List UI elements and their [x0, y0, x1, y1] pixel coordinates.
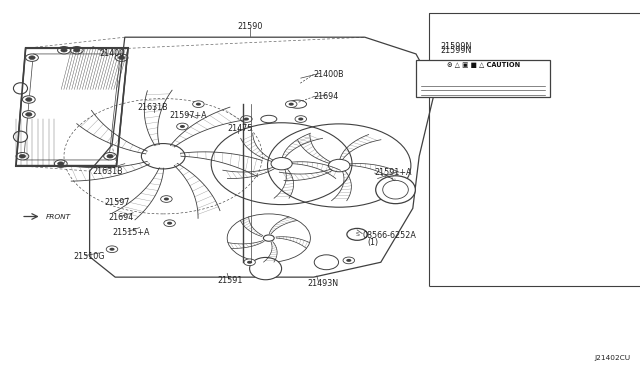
Ellipse shape — [13, 131, 28, 142]
Circle shape — [177, 123, 188, 130]
Circle shape — [328, 159, 350, 172]
Circle shape — [106, 246, 118, 253]
Circle shape — [26, 112, 32, 116]
Text: 21599N: 21599N — [440, 46, 472, 55]
Text: 21400: 21400 — [99, 49, 124, 58]
Text: 21599N: 21599N — [440, 42, 472, 51]
Circle shape — [22, 96, 35, 103]
Circle shape — [104, 153, 116, 160]
Text: 21694: 21694 — [109, 213, 134, 222]
Text: 21591: 21591 — [218, 276, 243, 285]
Text: ⊙ △ ▣ ■ △ CAUTION: ⊙ △ ▣ ■ △ CAUTION — [447, 62, 520, 68]
Circle shape — [164, 220, 175, 227]
Circle shape — [61, 48, 67, 52]
Circle shape — [164, 198, 169, 201]
Ellipse shape — [383, 180, 408, 199]
Circle shape — [346, 259, 351, 262]
Text: 21493N: 21493N — [307, 279, 339, 288]
Circle shape — [295, 116, 307, 122]
Circle shape — [58, 46, 70, 54]
Text: 08566-6252A: 08566-6252A — [362, 231, 416, 240]
Text: (1): (1) — [367, 238, 378, 247]
Ellipse shape — [250, 257, 282, 280]
Circle shape — [241, 116, 252, 122]
Text: 21694: 21694 — [314, 92, 339, 101]
Circle shape — [115, 54, 128, 61]
Ellipse shape — [13, 83, 28, 94]
Text: J21402CU: J21402CU — [595, 355, 630, 361]
Text: 21590: 21590 — [237, 22, 262, 31]
Ellipse shape — [289, 100, 307, 108]
Text: 21631B: 21631B — [138, 103, 168, 112]
Circle shape — [264, 235, 274, 241]
Circle shape — [332, 161, 347, 170]
Circle shape — [70, 46, 83, 54]
Text: 21597+A: 21597+A — [170, 111, 207, 120]
Circle shape — [29, 56, 35, 60]
Text: 21591+A: 21591+A — [374, 169, 412, 177]
Ellipse shape — [376, 176, 415, 203]
Circle shape — [26, 97, 32, 101]
Text: S: S — [355, 232, 359, 237]
Circle shape — [285, 101, 297, 108]
Circle shape — [58, 162, 64, 166]
Text: FRONT: FRONT — [46, 214, 71, 219]
Circle shape — [167, 222, 172, 225]
Circle shape — [107, 154, 113, 158]
Circle shape — [118, 56, 125, 60]
Circle shape — [247, 261, 252, 264]
Circle shape — [196, 103, 201, 106]
Ellipse shape — [261, 115, 277, 123]
Bar — [416, 60, 550, 97]
Text: 21597: 21597 — [104, 198, 130, 207]
Circle shape — [54, 160, 67, 167]
Circle shape — [298, 118, 303, 121]
Circle shape — [244, 259, 255, 266]
Circle shape — [16, 153, 29, 160]
Circle shape — [347, 228, 367, 240]
Text: 21515+A: 21515+A — [112, 228, 150, 237]
Circle shape — [161, 196, 172, 202]
Text: 21510G: 21510G — [74, 252, 105, 261]
Circle shape — [74, 48, 80, 52]
Circle shape — [180, 125, 185, 128]
Ellipse shape — [314, 255, 339, 270]
Circle shape — [193, 101, 204, 108]
Circle shape — [26, 54, 38, 61]
Circle shape — [19, 154, 26, 158]
Circle shape — [244, 118, 249, 121]
Circle shape — [289, 103, 294, 106]
Circle shape — [274, 159, 289, 168]
Text: 21400B: 21400B — [314, 70, 344, 79]
Text: 21475: 21475 — [227, 124, 253, 133]
Circle shape — [271, 157, 292, 170]
Circle shape — [109, 248, 115, 251]
Circle shape — [141, 144, 185, 169]
Circle shape — [343, 257, 355, 264]
Circle shape — [22, 110, 35, 118]
Text: 21631B: 21631B — [93, 167, 124, 176]
Circle shape — [150, 149, 176, 164]
